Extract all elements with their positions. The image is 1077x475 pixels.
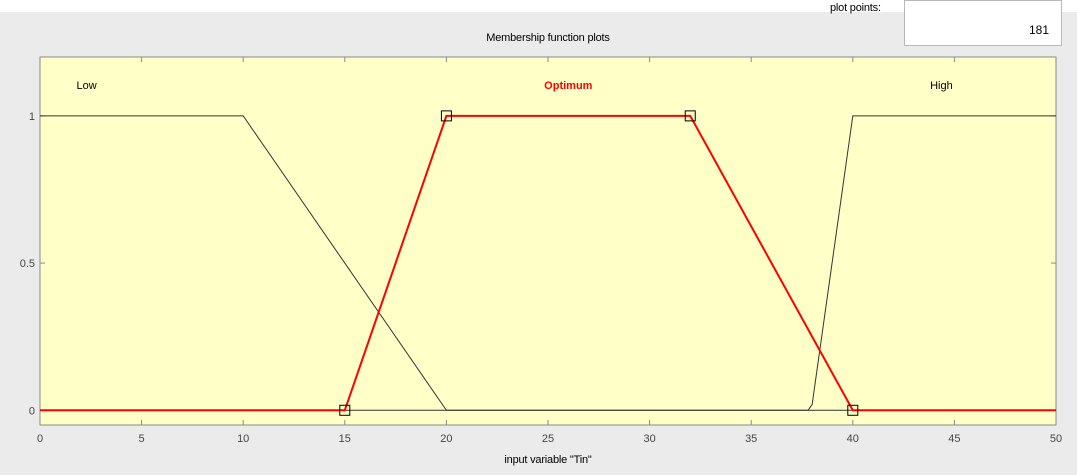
top-strip xyxy=(0,0,1077,12)
y-tick-label: 1 xyxy=(29,111,35,123)
mf-line-optimum[interactable] xyxy=(40,114,1056,412)
plot-points-label: plot points: xyxy=(830,2,881,14)
y-tick-label: 0 xyxy=(29,405,35,417)
mf-handle-optimum[interactable] xyxy=(339,404,351,416)
x-tick-label: 40 xyxy=(847,433,859,445)
x-tick-label: 0 xyxy=(37,433,43,445)
mf-line-high[interactable] xyxy=(40,115,1056,411)
x-axis-label: input variable "Tin" xyxy=(504,454,592,466)
mf-label-low[interactable]: Low xyxy=(77,80,97,92)
x-tick-label: 50 xyxy=(1050,433,1062,445)
y-tick-label: 0.5 xyxy=(20,258,35,270)
axis-ticks: 0 5 10 15 20 25 30 35 40 45 50 0 0.5 1 xyxy=(20,57,1062,445)
x-tick-label: 35 xyxy=(745,433,757,445)
x-tick-label: 20 xyxy=(440,433,452,445)
mf-handle-optimum[interactable] xyxy=(684,110,696,122)
x-tick-label: 45 xyxy=(948,433,960,445)
x-tick-label: 30 xyxy=(643,433,655,445)
x-tick-label: 15 xyxy=(339,433,351,445)
mf-labels: Low Optimum High xyxy=(77,80,953,92)
series-layer xyxy=(40,110,1056,416)
x-tick-label: 25 xyxy=(542,433,554,445)
mf-label-high[interactable]: High xyxy=(930,80,953,92)
mf-label-optimum[interactable]: Optimum xyxy=(544,80,592,92)
mf-handle-optimum[interactable] xyxy=(847,404,859,416)
x-tick-label: 10 xyxy=(237,433,249,445)
mf-handle-optimum[interactable] xyxy=(440,110,452,122)
x-tick-label: 5 xyxy=(139,433,145,445)
plot-points-input[interactable]: 181 xyxy=(904,0,1062,46)
plot-title: Membership function plots xyxy=(486,32,610,44)
axes-background xyxy=(39,56,1057,426)
